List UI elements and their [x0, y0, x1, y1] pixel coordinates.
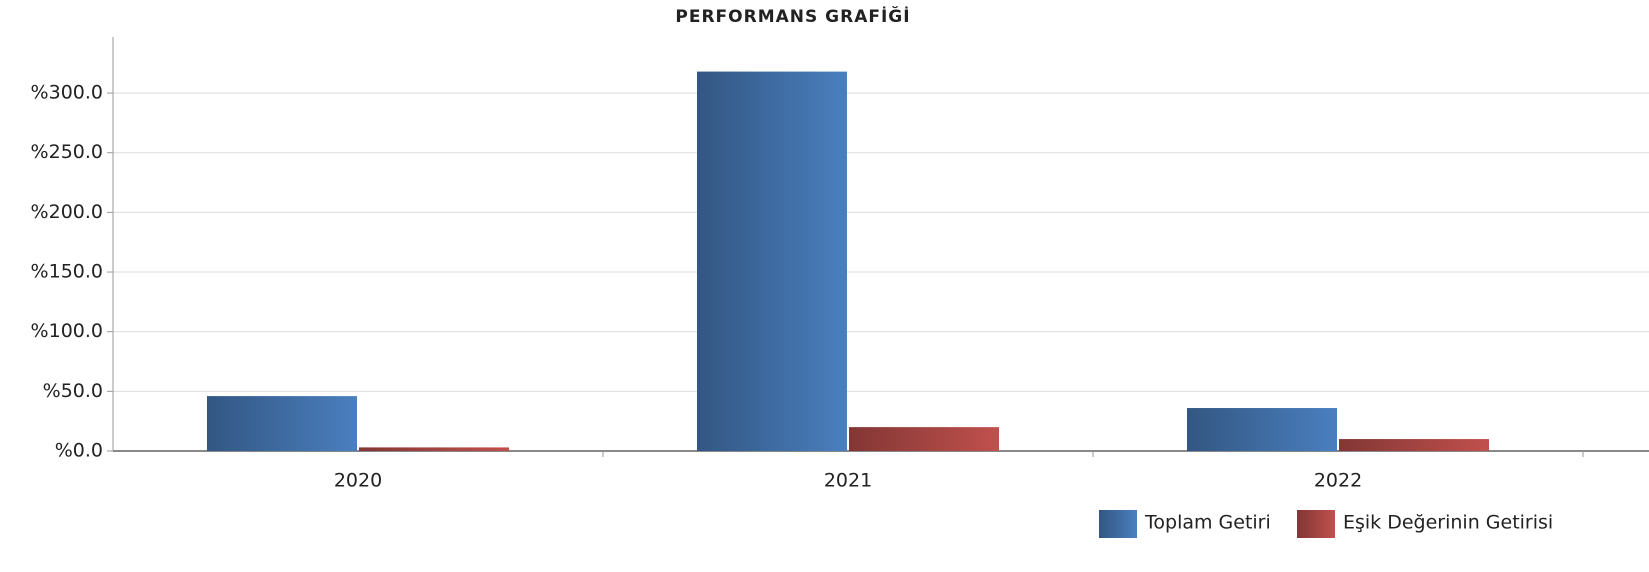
y-tick-label: %250.0 — [31, 141, 103, 163]
bar-shade — [359, 447, 509, 451]
bar-shade — [849, 427, 999, 451]
legend-swatch-shade — [1099, 510, 1137, 538]
legend-label: Eşik Değerinin Getirisi — [1343, 512, 1553, 534]
y-tick-label: %100.0 — [31, 320, 103, 342]
y-tick-label: %200.0 — [31, 201, 103, 223]
y-tick-label: %150.0 — [31, 261, 103, 283]
bar-shade — [1187, 408, 1337, 451]
y-tick-label: %0.0 — [55, 440, 103, 462]
bar-shade — [1339, 439, 1489, 451]
y-tick-label: %50.0 — [43, 380, 103, 402]
bar-shade — [207, 396, 357, 451]
x-tick-label: 2020 — [334, 470, 382, 492]
x-tick-label: 2021 — [824, 470, 872, 492]
x-tick-label: 2022 — [1314, 470, 1362, 492]
legend-label: Toplam Getiri — [1144, 512, 1271, 534]
y-tick-label: %300.0 — [31, 82, 103, 104]
bar-shade — [697, 71, 847, 451]
legend-swatch-shade — [1297, 510, 1335, 538]
chart-title: PERFORMANS GRAFİĞİ — [675, 5, 910, 27]
